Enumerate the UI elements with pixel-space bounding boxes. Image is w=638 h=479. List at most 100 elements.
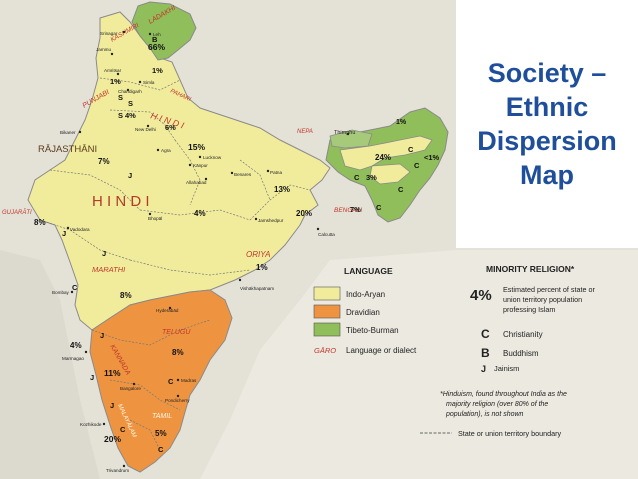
label-nepali: NEPA	[297, 129, 313, 135]
pct-up: 15%	[188, 142, 205, 152]
city-amritsar: Amritsar	[104, 68, 122, 73]
city-jammu: Jammu	[96, 47, 112, 52]
symbol-jain-6: J	[90, 373, 94, 382]
symbol-christian-1: C	[72, 283, 78, 292]
symbol-christian-8: C	[354, 173, 360, 182]
legend-percent-desc-3: professing Islam	[503, 305, 555, 314]
legend-percent-desc-1: Estimated percent of state or	[503, 285, 595, 294]
city-vishakhapatnam: Vishākhapatnam	[240, 286, 274, 291]
pct-wb: 20%	[296, 209, 312, 218]
legend-boundary-label: State or union territory boundary	[458, 429, 561, 438]
symbol-sikh-2: S	[128, 99, 133, 108]
pct-ker: 20%	[104, 434, 121, 444]
label-marathi: MARATHI	[92, 265, 125, 274]
pct-delhi: 6%	[165, 123, 176, 132]
pct-ap: 8%	[172, 348, 184, 357]
legend-jainism: Jainism	[494, 364, 519, 373]
symbol-jain-3: J	[102, 249, 106, 258]
city-bombay: Bombay	[52, 290, 70, 295]
bay-of-bengal	[200, 250, 638, 479]
label-rajasthani: RĀJASTHĀNI	[38, 144, 97, 155]
legend-buddhism: Buddhism	[503, 349, 539, 358]
symbol-jain-4: J	[100, 331, 104, 340]
pct-tri: 7%	[350, 205, 361, 214]
label-gujarati: GUJARĀTI	[2, 209, 32, 216]
city-patna: Patna	[270, 170, 282, 175]
pct-ladakh: 66%	[148, 42, 165, 52]
legend-dravidian: Dravidian	[346, 308, 380, 317]
indo-aryan-assam-plain	[339, 135, 433, 171]
pct-bihar: 13%	[274, 185, 290, 194]
title-box: Society – Ethnic Dispersion Map	[456, 0, 638, 248]
city-bangalore: Bangalore	[120, 386, 141, 391]
city-marmagao: Marmagao	[62, 356, 84, 361]
symbol-christian-5: C	[408, 145, 414, 154]
pct-tn: 5%	[155, 429, 167, 438]
city-allahabad: Allahabad	[186, 180, 207, 185]
symbol-christian-4: C	[158, 445, 164, 454]
symbol-christian-3: C	[120, 425, 126, 434]
symbol-jain-2: J	[62, 229, 66, 238]
pct-raj: 7%	[98, 157, 110, 166]
city-vadodara: Vadodara	[70, 227, 90, 232]
pct-ori: 1%	[256, 263, 268, 272]
pct-punjab: 4%	[125, 111, 136, 120]
legend-percent-desc-2: union territory population	[503, 295, 582, 304]
pct-ne2: 1%	[396, 119, 407, 126]
city-srinagar: Srinagar	[100, 31, 118, 36]
legend-symbol-j: J	[481, 364, 486, 374]
tibeto-burman-ladakh	[131, 1, 197, 61]
city-bikaner: Bikaner	[60, 130, 76, 135]
pct-ne1: <1%	[424, 153, 440, 162]
legend-dialect-label: Language or dialect	[346, 346, 417, 355]
pct-kashmir: 1%	[152, 66, 163, 75]
city-leh: Leh	[153, 32, 161, 37]
religion-legend: MINORITY RELIGION* 4% Estimated percent …	[420, 264, 595, 438]
symbol-christian-9: C	[376, 203, 382, 212]
city-chandigarh: Chandigarh	[118, 89, 142, 94]
symbol-jain-5: J	[110, 401, 114, 410]
symbol-christian-6: C	[414, 161, 420, 170]
swatch-tibeto-burman	[313, 322, 341, 337]
city-calcutta: Calcutta	[318, 232, 335, 237]
pct-goa: 4%	[70, 341, 82, 350]
language-legend: LANGUAGE Indo-Aryan Dravidian Tibeto-Bur…	[313, 266, 417, 355]
city-madras: Madras	[181, 378, 197, 383]
city-new-delhi: New Delhi	[135, 127, 156, 132]
city-kozhikode: Kozhikode	[80, 422, 102, 427]
religion-symbols: B S S S J J J J C J C C C C C C C C J	[62, 35, 420, 454]
percent-labels: 66% 1% 1% 4% 6% 15% 7% 13% 4% 20% 8% 1% …	[34, 42, 440, 444]
city-simla: Simla	[143, 80, 155, 85]
city-bhopal: Bhopāl	[148, 216, 162, 221]
symbol-christian-2: C	[168, 377, 174, 386]
city-hyderabad: Hyderābād	[156, 308, 179, 313]
indo-aryan-tripura-plain	[369, 163, 411, 185]
state-boundaries	[39, 77, 311, 451]
legend-language-heading: LANGUAGE	[344, 266, 393, 276]
legend-symbol-b: B	[481, 346, 490, 360]
pct-meg: 3%	[366, 173, 377, 182]
legend-footnote-1: *Hinduism, found throughout India as the	[440, 391, 567, 398]
city-thimphu: Thimphu	[334, 130, 355, 136]
city-labels: Srinagar Leh Jammu Amritsar Simla Chandi…	[52, 30, 355, 473]
pct-kar: 11%	[104, 368, 121, 378]
swatch-indo-aryan	[313, 286, 341, 301]
symbol-sikh-1: S	[118, 93, 123, 102]
city-trivandrum: Trivandrum	[106, 468, 129, 473]
pct-guj: 8%	[34, 218, 46, 227]
symbol-sikh-3: S	[118, 111, 123, 120]
pct-mp: 4%	[194, 209, 206, 218]
legend-christianity: Christianity	[503, 330, 543, 339]
legend-religion-heading: MINORITY RELIGION*	[486, 264, 575, 274]
symbol-christian-7: C	[398, 185, 404, 194]
city-kanpur: Kānpur	[193, 163, 208, 168]
swatch-dravidian	[313, 304, 341, 319]
dravidian-region	[89, 289, 233, 473]
pct-mah: 8%	[120, 291, 132, 300]
legend-symbol-c: C	[481, 327, 490, 341]
legend-tibeto-burman: Tibeto-Burman	[346, 326, 399, 335]
pct-assam: 24%	[375, 153, 391, 162]
symbol-buddhism-ladakh: B	[152, 35, 158, 44]
arabian-sea	[0, 250, 100, 479]
pct-jammu: 1%	[110, 77, 121, 86]
